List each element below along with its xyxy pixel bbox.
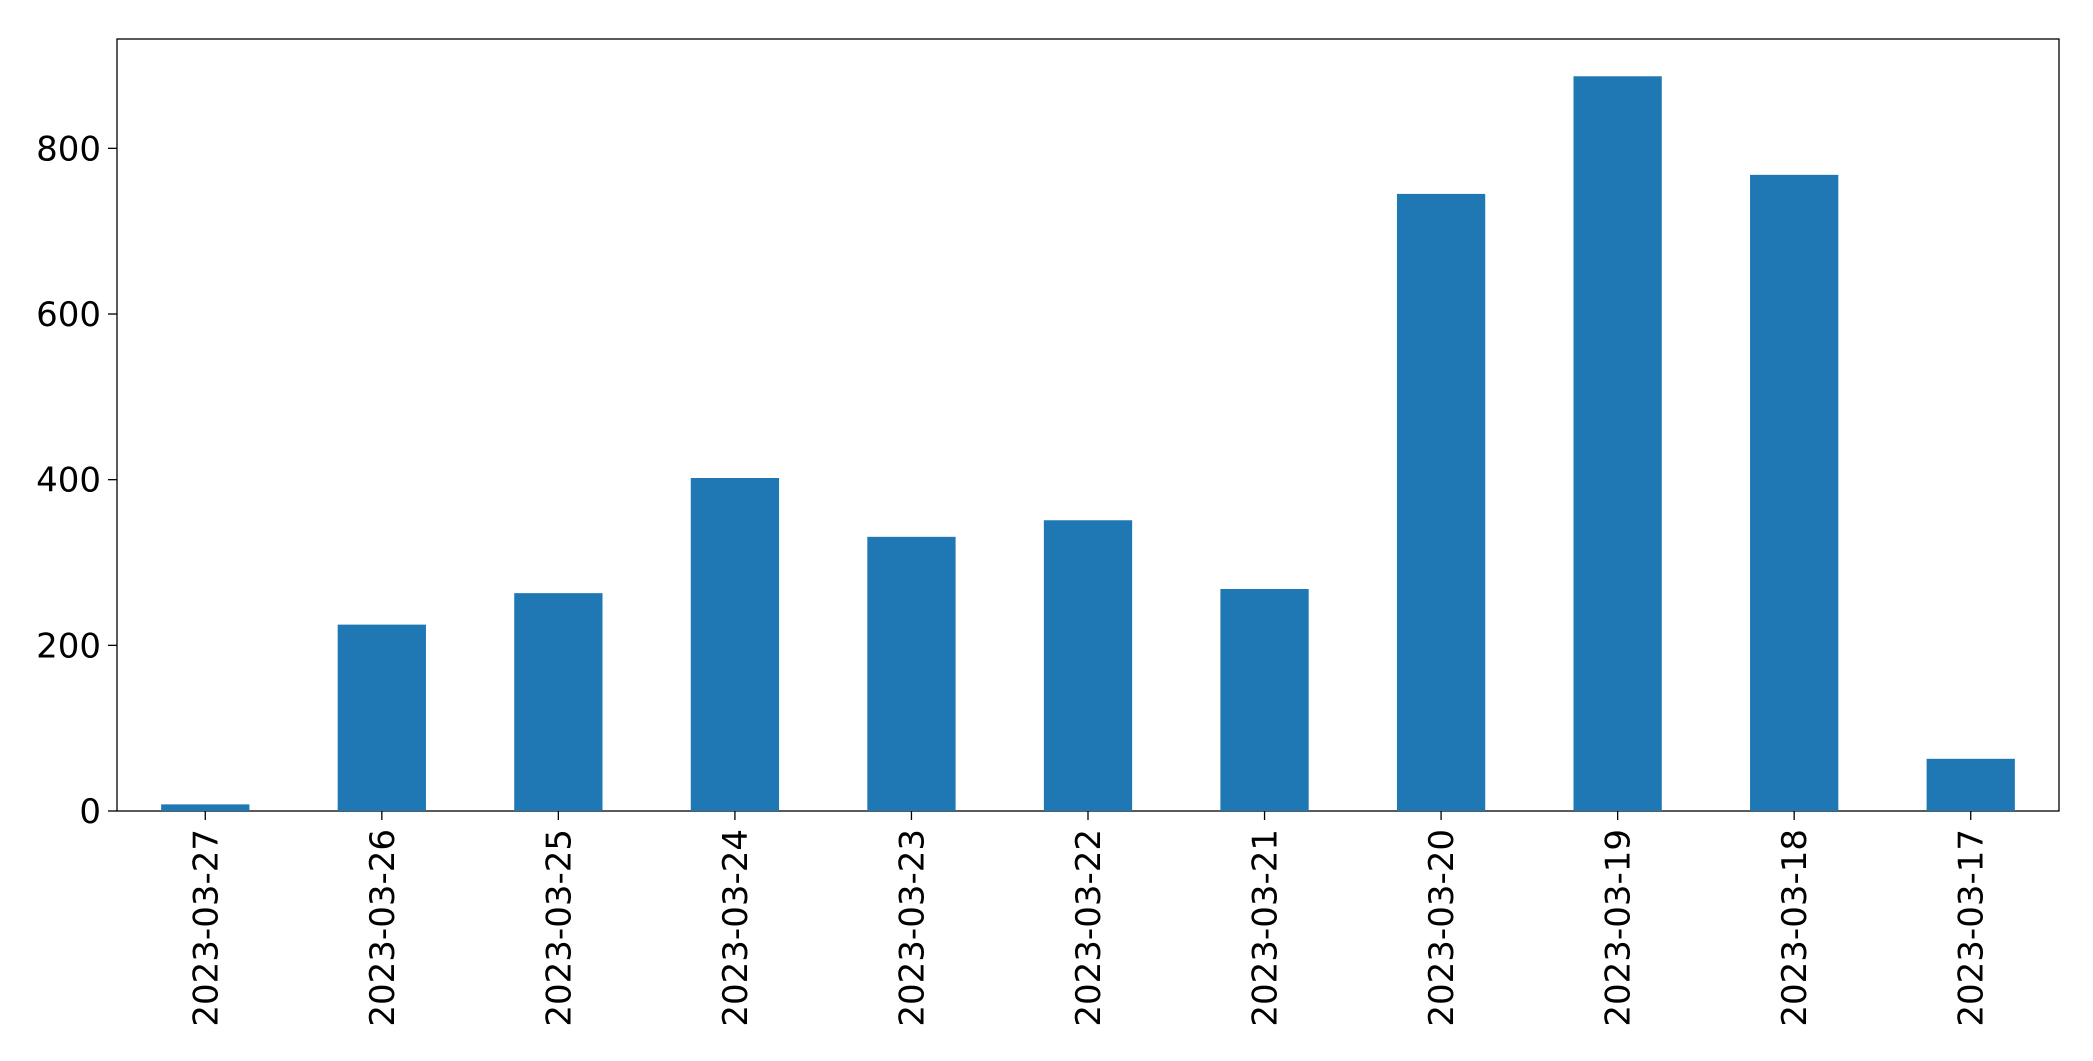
y-tick-label: 600 <box>36 295 101 335</box>
bar <box>1926 758 2015 811</box>
x-tick-label: 2023-03-22 <box>1069 829 1109 1027</box>
bar <box>1573 76 1662 812</box>
x-tick-label: 2023-03-25 <box>539 829 579 1027</box>
y-tick-label: 400 <box>36 461 101 501</box>
bar <box>161 804 250 811</box>
bar <box>690 478 780 811</box>
y-tick-label: 0 <box>79 792 101 832</box>
y-tick-label: 200 <box>36 626 101 666</box>
x-tick-label: 2023-03-26 <box>363 829 403 1027</box>
x-tick-label: 2023-03-17 <box>1952 829 1992 1027</box>
x-tick-label: 2023-03-21 <box>1246 829 1286 1027</box>
x-tick-label: 2023-03-18 <box>1775 829 1815 1027</box>
x-tick-label: 2023-03-20 <box>1422 829 1462 1027</box>
y-tick-label: 800 <box>36 129 101 169</box>
bar <box>337 624 426 811</box>
bar <box>1396 193 1486 812</box>
bar <box>1220 589 1309 811</box>
x-tick-label: 2023-03-23 <box>892 829 932 1027</box>
bar <box>1043 520 1133 811</box>
x-tick-label: 2023-03-24 <box>716 829 756 1027</box>
x-tick-label: 2023-03-19 <box>1599 829 1639 1027</box>
bar <box>1750 174 1839 812</box>
bar <box>867 536 956 811</box>
x-tick-label: 2023-03-27 <box>186 829 226 1027</box>
bar <box>514 593 603 811</box>
